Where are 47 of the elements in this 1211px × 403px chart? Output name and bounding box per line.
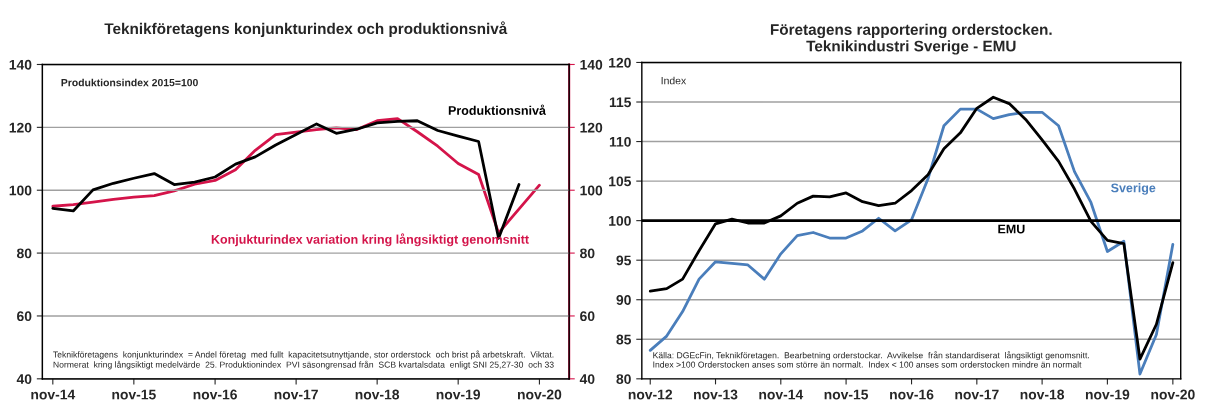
x-tick-label: nov-18 — [1020, 389, 1065, 400]
x-tick-label: nov-19 — [436, 389, 481, 400]
y2-tick-label: 80 — [580, 248, 595, 259]
y-tick-label: 100 — [609, 215, 631, 226]
x-tick-label: nov-14 — [759, 389, 804, 400]
series-label: Konjukturindex variation kring långsiktigt genomsnitt — [211, 233, 529, 247]
y2-tick-label: 60 — [580, 311, 595, 322]
annotation: Index — [661, 76, 687, 85]
annotation: Produktionsindex 2015=100 — [61, 78, 198, 87]
x-tick-label: nov-12 — [628, 389, 673, 400]
text: EMU — [998, 224, 1025, 234]
x-tick-label: nov-15 — [112, 389, 156, 400]
y-tick-label: 85 — [616, 334, 632, 345]
y-tick-label: 140 — [9, 59, 32, 70]
x-tick-label: nov-20 — [1151, 389, 1195, 400]
x-tick-label: nov-14 — [31, 389, 76, 400]
y-tick-label: 80 — [16, 248, 32, 259]
x-tick-label: nov-15 — [824, 389, 869, 400]
x-tick-label: nov-17 — [274, 389, 318, 400]
chart-title: Företagens rapportering orderstocken. Teknikindustri Sverige - EMU — [770, 23, 1052, 55]
y-tick-label: 120 — [9, 122, 32, 133]
y-tick-label: 105 — [609, 176, 632, 187]
y-tick-label: 60 — [17, 311, 32, 322]
y-tick-label: 90 — [616, 295, 631, 305]
y2-tick-label: 140 — [580, 59, 603, 70]
y2-tick-label: 120 — [580, 122, 603, 133]
x-tick-label: nov-18 — [355, 389, 400, 400]
x-tick-label: nov-16 — [890, 389, 934, 400]
x-tick-label: nov-19 — [1085, 389, 1130, 400]
y-tick-label: 80 — [616, 374, 631, 384]
annotation: Teknikföretagens konjunkturindex = Andel företag med fullt kapacitetsutnyttjande, stor orderstock och brist på arbetskraft. Viktat. Normerat kring långsiktigt medelvärde 25. Produktionindex PVI säsongrensad från SCB kvartalsdata enligt SNI 25,27-30 och 33 — [53, 350, 554, 370]
y2-tick-label: 100 — [580, 185, 603, 196]
y-tick-label: 40 — [16, 374, 32, 384]
x-tick-label: nov-17 — [955, 389, 999, 400]
y-tick-label: 95 — [616, 255, 632, 266]
x-tick-label: nov-20 — [517, 389, 562, 400]
y2-tick-label: 40 — [579, 374, 595, 384]
annotation: Källa: DGEcFin, Teknikföretagen. Bearbetning orderstockar. Avvikelse från standardiserat långsiktigt genomsnitt. Index >100 Orderstocken anses som större än normalt. Index < 100 anses som orderstocken mindre än normalt — [653, 351, 1089, 368]
chart-title: Teknikföretagens konjunkturindex och produktionsnivå — [104, 21, 508, 38]
series-label: Produktionsnivå — [448, 104, 546, 115]
series-label: Sverige — [1111, 183, 1156, 195]
y-tick-label: 115 — [609, 97, 632, 108]
x-tick-label: nov-13 — [694, 389, 738, 400]
y-tick-label: 110 — [609, 136, 631, 147]
y-tick-label: 100 — [9, 185, 32, 196]
x-tick-label: nov-16 — [193, 389, 237, 400]
y-tick-label: 120 — [609, 57, 631, 68]
